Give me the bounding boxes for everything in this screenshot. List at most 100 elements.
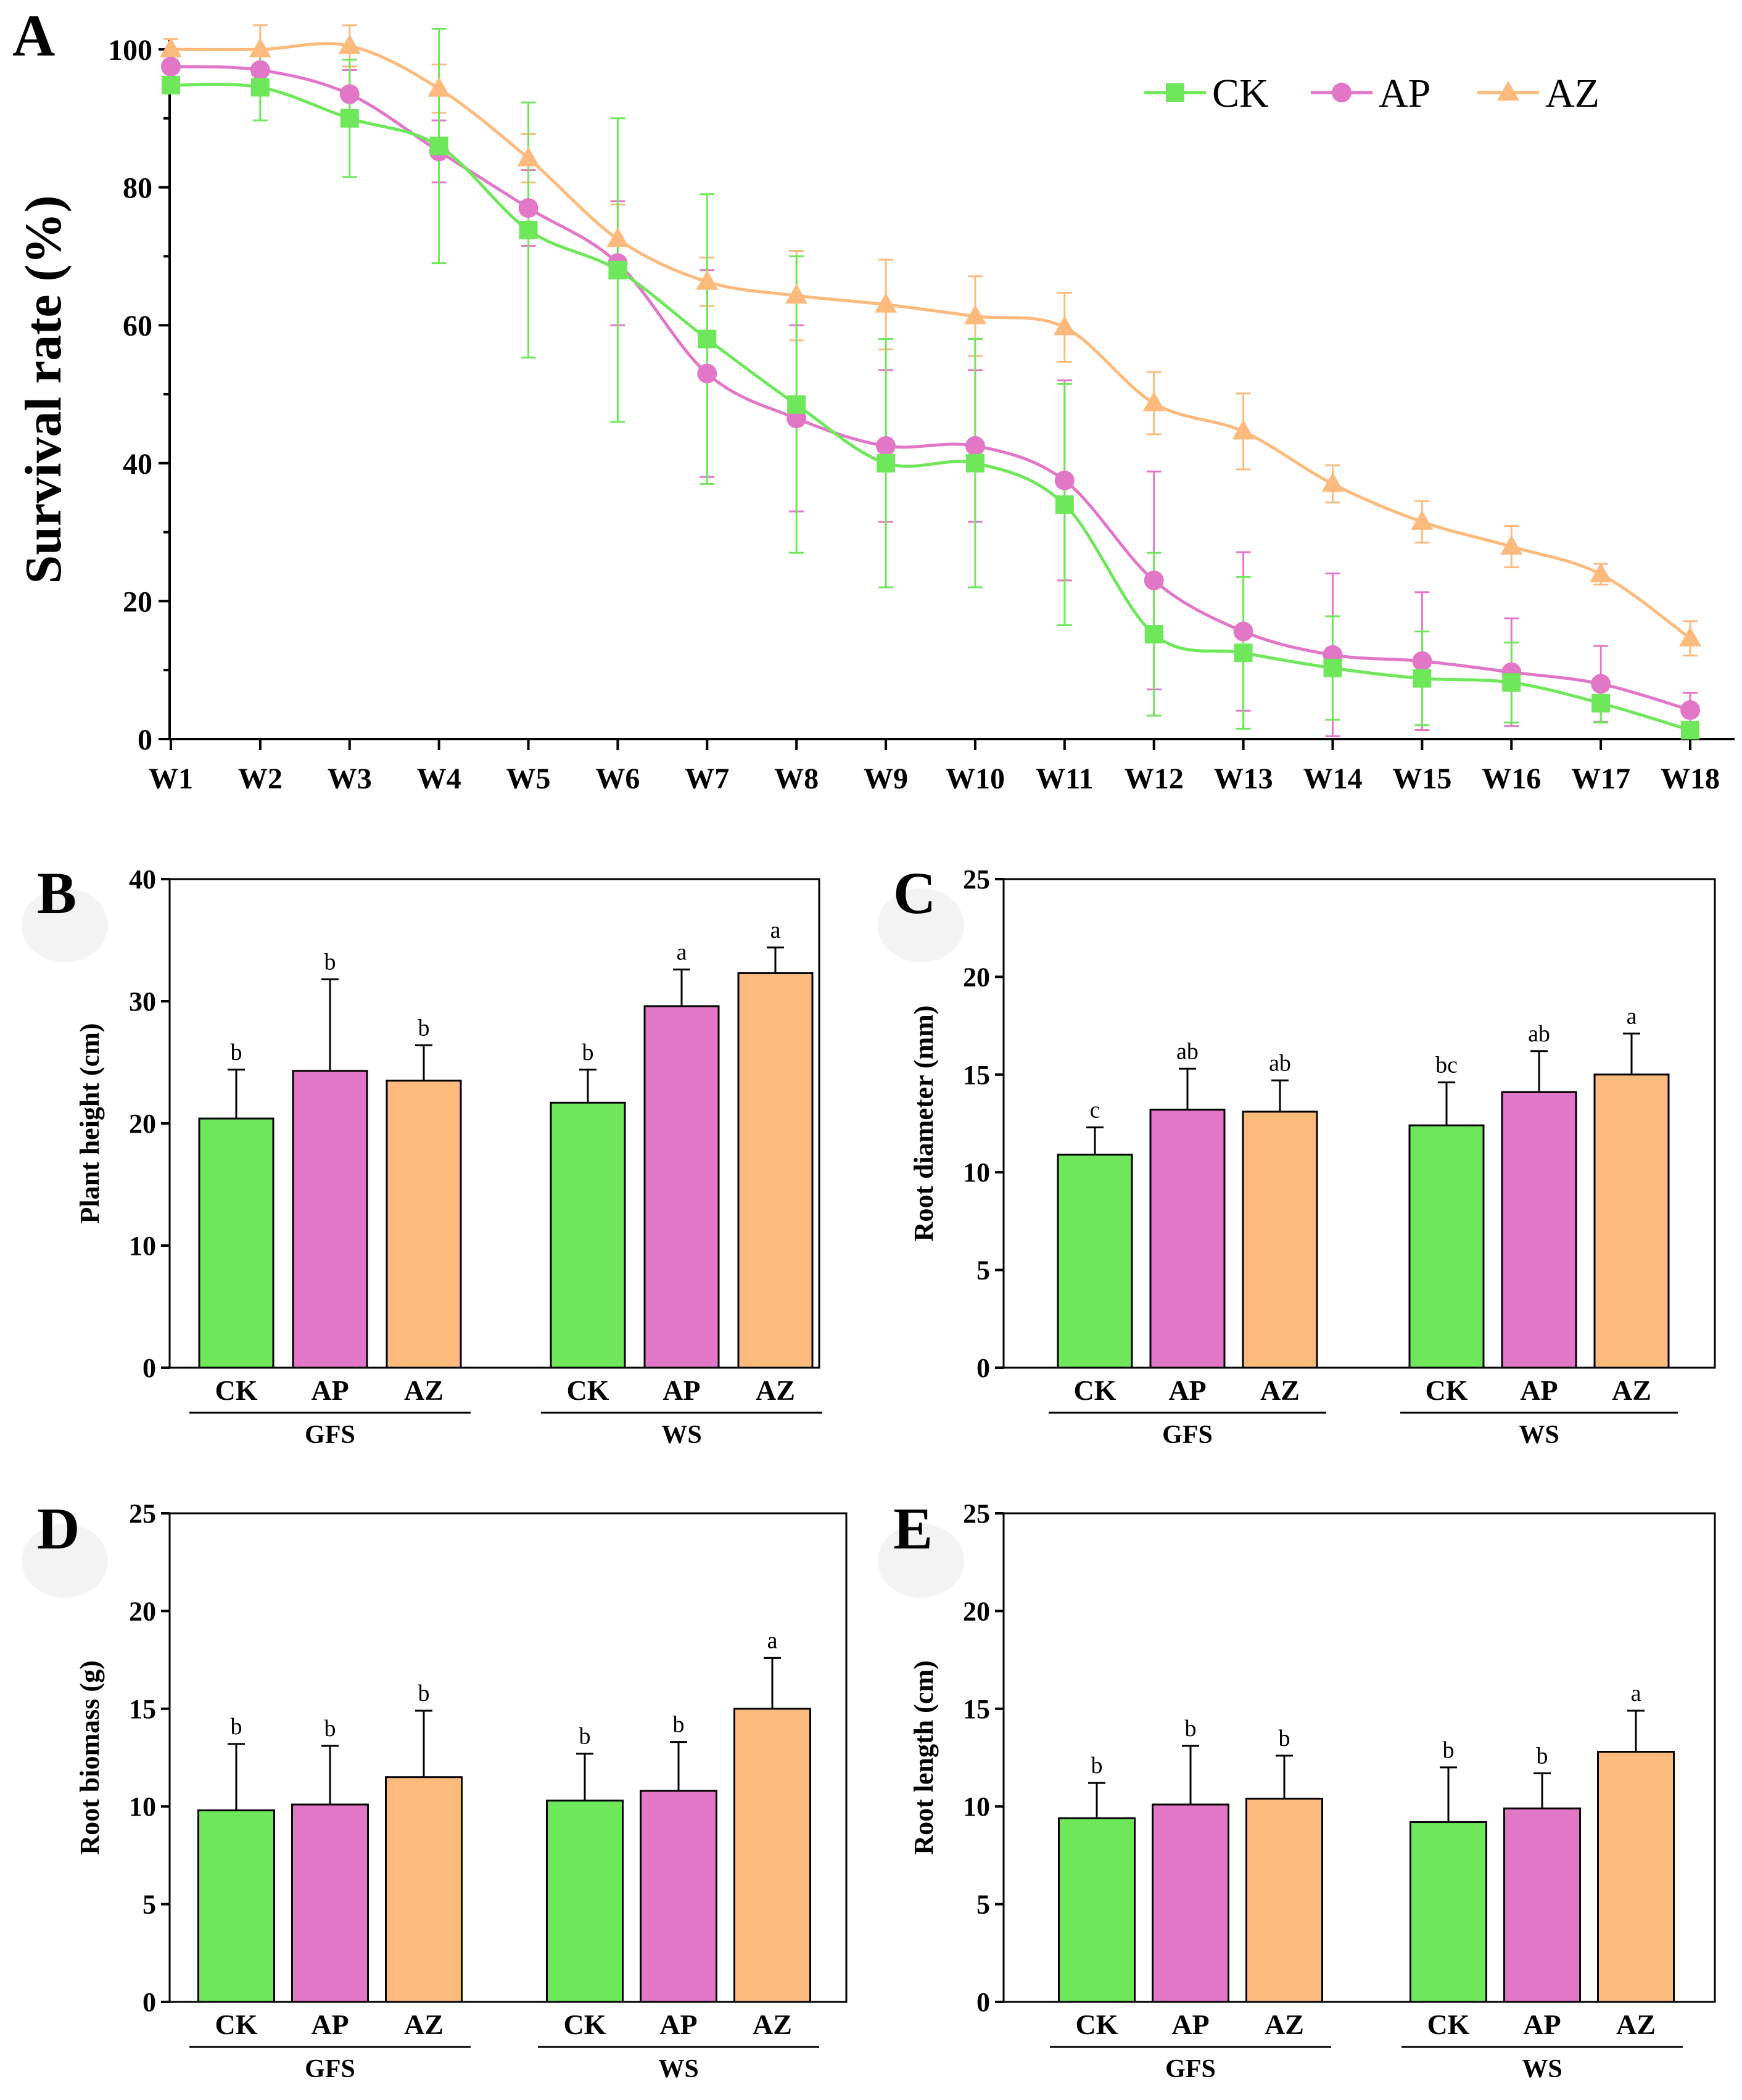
y-tick-label: 20	[963, 1596, 990, 1626]
category-label: AP	[311, 2009, 349, 2040]
point-az	[875, 292, 898, 313]
group-label: WS	[658, 2055, 698, 2083]
panel-b: B 0 10 20 30 40 Plant height (cm) b CK b AP b AZ GFS b…	[22, 860, 822, 1449]
y-tick-label: 20	[123, 585, 152, 618]
point-ck	[519, 220, 538, 239]
significance-letter: b	[1279, 1726, 1290, 1751]
panel-letter-shadow	[22, 1524, 108, 1598]
significance-letter: ab	[1176, 1038, 1199, 1064]
legend-label: CK	[1212, 71, 1269, 116]
category-label: AP	[1171, 2009, 1209, 2040]
legend-label: AP	[1379, 71, 1430, 116]
point-az	[1679, 626, 1701, 647]
point-ap	[1591, 674, 1611, 694]
y-tick-label: 10	[129, 1792, 156, 1822]
x-tick-label: W13	[1214, 763, 1273, 795]
legend-item-ck: CK	[1144, 71, 1269, 116]
significance-letter: b	[1091, 1753, 1103, 1779]
y-tick-label: 40	[123, 448, 152, 481]
series-line-ck	[170, 83, 1691, 732]
point-ap	[161, 56, 181, 76]
bar-gfs-ck	[197, 1809, 275, 2003]
point-az	[696, 270, 719, 290]
y-tick-label: 5	[142, 1890, 156, 1920]
point-az	[517, 146, 540, 167]
y-tick-label: 20	[963, 962, 990, 992]
category-label: AP	[663, 1375, 700, 1406]
legend-label: AZ	[1545, 71, 1600, 116]
significance-letter: ab	[1528, 1021, 1550, 1047]
category-label: CK	[1076, 2009, 1118, 2040]
significance-letter: a	[767, 1627, 778, 1653]
significance-letter: bc	[1435, 1052, 1458, 1078]
point-ck	[162, 76, 180, 95]
bar-ws-ap	[1501, 1091, 1577, 1369]
plot-frame	[1002, 878, 1716, 1369]
point-az	[1500, 535, 1523, 555]
significance-letter: a	[770, 917, 781, 943]
y-tick-label: 30	[129, 986, 156, 1017]
point-ck	[787, 395, 806, 414]
significance-letter: c	[1090, 1097, 1100, 1123]
y-tick-label: 0	[976, 1353, 990, 1383]
y-tick-label: 10	[963, 1157, 990, 1188]
point-ck	[429, 136, 448, 155]
category-label: AP	[659, 2009, 697, 2040]
point-az	[1232, 420, 1255, 440]
significance-letter: b	[1185, 1716, 1197, 1742]
y-tick-label: 20	[129, 1109, 156, 1139]
x-tick-label: W16	[1482, 763, 1541, 795]
x-tick-label: W7	[685, 763, 729, 795]
point-az	[1590, 562, 1612, 582]
y-tick-label: 60	[123, 310, 152, 342]
point-ap	[1412, 651, 1432, 671]
significance-letter: a	[1631, 1680, 1641, 1706]
x-tick-label: W8	[774, 763, 819, 795]
category-label: CK	[564, 2009, 606, 2040]
significance-letter: b	[231, 1714, 242, 1740]
x-tick-label: W6	[595, 763, 640, 795]
point-ap	[1054, 470, 1075, 490]
category-label: AZ	[1260, 1375, 1300, 1406]
category-label: AP	[1168, 1375, 1206, 1406]
y-tick-label: 25	[963, 864, 990, 895]
x-tick-label: W18	[1661, 763, 1720, 795]
y-tick-label: 0	[142, 1353, 156, 1383]
panel-c: C 0 5 10 15 20 25 Root diameter (mm) c CK ab AP ab AZ…	[878, 860, 1716, 1449]
point-ap	[1233, 621, 1253, 642]
y-tick-label: 0	[976, 1987, 990, 2017]
point-az	[1142, 391, 1165, 411]
y-tick-label: 15	[963, 1694, 990, 1724]
panel-letter-e: E	[893, 1495, 933, 1561]
x-tick-label: W14	[1303, 763, 1362, 795]
y-tick-label: 40	[129, 864, 156, 895]
category-label: CK	[1427, 2009, 1470, 2040]
panel-letter-a: A	[12, 2, 55, 68]
bar-ws-ap	[640, 1790, 717, 2003]
point-az	[338, 34, 361, 54]
bar-gfs-ap	[1152, 1803, 1229, 2003]
x-tick-label: W11	[1036, 763, 1093, 795]
bar-gfs-ap	[1149, 1109, 1226, 1369]
x-tick-label: W9	[864, 763, 908, 795]
bar-ws-az	[737, 972, 814, 1369]
point-az	[160, 38, 182, 57]
category-label: AZ	[404, 2009, 444, 2040]
bar-gfs-ap	[292, 1070, 368, 1369]
plot-frame	[168, 1512, 848, 2003]
significance-letter: b	[1443, 1737, 1455, 1763]
y-axis-title: Root length (cm)	[909, 1660, 939, 1854]
y-tick-label: 80	[123, 172, 152, 205]
significance-letter: a	[1627, 1003, 1637, 1029]
group-label: GFS	[305, 1421, 355, 1449]
point-ck	[1413, 669, 1432, 688]
plot-frame	[1002, 1512, 1716, 2003]
y-tick-label: 100	[108, 34, 152, 67]
point-ck	[340, 109, 359, 128]
panel-d: D 0 5 10 15 20 25 Root biomass (g) b CK b AP b AZ GFS b…	[22, 1495, 848, 2083]
point-ap	[339, 84, 360, 104]
group-label: WS	[661, 1421, 701, 1449]
series-line-az	[170, 42, 1691, 640]
point-ck	[698, 329, 717, 349]
